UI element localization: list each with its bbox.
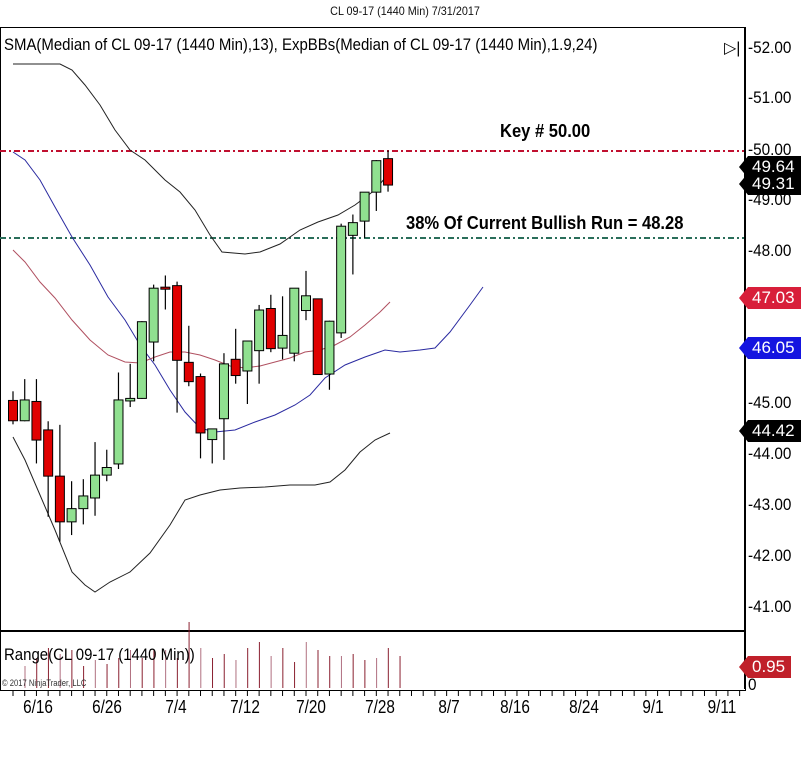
price-tag: 49.31 <box>739 173 801 195</box>
x-tick: 7/28 <box>365 697 395 717</box>
candle <box>312 298 323 376</box>
x-tick: 8/24 <box>569 697 599 717</box>
x-tick: 7/12 <box>230 697 260 717</box>
candle <box>66 481 77 536</box>
candle <box>78 479 89 525</box>
candle <box>289 287 300 362</box>
candle <box>347 214 358 275</box>
candle <box>183 325 194 387</box>
candle <box>125 363 136 408</box>
candle <box>242 340 253 404</box>
price-tag: 44.42 <box>739 420 801 442</box>
x-tick: 8/16 <box>500 697 530 717</box>
candle <box>101 449 112 482</box>
y-tick: -52.00 <box>748 38 792 57</box>
candle <box>254 304 265 384</box>
play-icon[interactable]: ▷| <box>724 40 741 57</box>
candle <box>43 421 54 517</box>
y-tick: -41.00 <box>748 597 792 616</box>
candle <box>8 391 18 425</box>
candle <box>230 328 241 384</box>
candle <box>371 160 382 211</box>
candle <box>383 150 394 192</box>
y-tick: -43.00 <box>748 495 792 514</box>
x-tick: 9/11 <box>707 697 737 717</box>
y-tick: -49.00 <box>748 190 792 209</box>
x-tick: 6/26 <box>92 697 122 717</box>
x-tick: 7/4 <box>165 697 187 717</box>
x-tick: 8/7 <box>438 697 460 717</box>
y-tick: -45.00 <box>748 393 792 412</box>
candle <box>324 320 335 390</box>
candle <box>172 281 183 413</box>
candle <box>301 270 311 321</box>
key-level-annotation: Key # 50.00 <box>500 121 591 141</box>
candle <box>218 353 229 460</box>
y-tick: -51.00 <box>748 88 792 107</box>
candle <box>54 424 65 542</box>
candle <box>195 373 206 459</box>
candle <box>336 223 347 338</box>
upper-band-line <box>13 63 391 255</box>
x-tick: 9/1 <box>642 697 664 717</box>
fib-level-annotation: 38% Of Current Bullish Run = 48.28 <box>406 213 684 233</box>
indicator-label: SMA(Median of CL 09-17 (1440 Min),13), E… <box>4 35 598 54</box>
candle <box>148 284 159 362</box>
candle <box>19 379 30 422</box>
candlestick-series <box>8 150 394 542</box>
candle <box>277 296 288 360</box>
price-tag: 47.03 <box>739 287 801 309</box>
x-tick: 6/16 <box>23 697 53 717</box>
price-tag: 49.64 <box>739 156 801 178</box>
x-tick: 7/20 <box>296 697 326 717</box>
range-y-tick: 0 <box>748 675 757 694</box>
candle <box>113 372 124 470</box>
y-tick: -50.00 <box>748 140 792 159</box>
range-label: Range(CL 09-17 (1440 Min)) <box>4 645 195 664</box>
price-panel <box>0 27 746 631</box>
candle <box>90 442 101 516</box>
candle <box>359 191 370 238</box>
y-tick: -42.00 <box>748 546 792 565</box>
candle <box>136 321 147 399</box>
lower-band-line <box>12 432 391 593</box>
window-title: CL 09-17 (1440 Min) 7/31/2017 <box>330 4 480 18</box>
range-tag: 0.95 <box>738 656 792 678</box>
price-tag: 46.05 <box>739 337 801 359</box>
copyright: © 2017 NinjaTrader, LLC <box>2 678 87 688</box>
y-tick: -48.00 <box>748 241 792 260</box>
candle <box>207 428 218 464</box>
candle <box>265 294 276 353</box>
candle <box>31 379 42 464</box>
y-tick: -44.00 <box>748 444 792 463</box>
candle <box>160 275 171 310</box>
mid-band-line <box>12 151 484 433</box>
